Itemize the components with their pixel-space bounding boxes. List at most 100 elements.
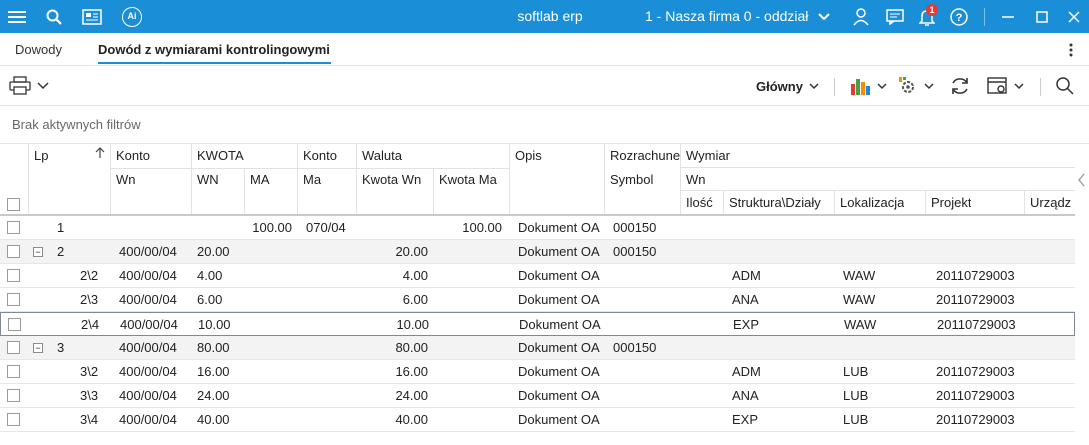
window-gear-icon bbox=[987, 77, 1007, 94]
close-icon[interactable] bbox=[1062, 0, 1086, 33]
cell-opis: Dokument OA bbox=[518, 412, 600, 427]
news-icon[interactable] bbox=[80, 0, 104, 33]
cell-kwota-wn2: 6.00 bbox=[402, 292, 428, 307]
col-header-kwota-wn[interactable]: WN bbox=[197, 172, 219, 187]
col-header-kwota[interactable]: KWOTA bbox=[197, 148, 244, 163]
view-selector[interactable]: Główny bbox=[756, 66, 819, 106]
col-header-kwota-ma2[interactable]: Kwota Ma bbox=[439, 172, 497, 187]
collapse-icon[interactable]: − bbox=[33, 247, 43, 257]
scroll-right-arrow[interactable] bbox=[1075, 144, 1089, 445]
search-icon[interactable] bbox=[42, 0, 66, 33]
title-bar: Ai softlab erp 1 - Nasza firma 0 - oddzi… bbox=[0, 0, 1089, 33]
col-header-urzadzenie[interactable]: Urządz bbox=[1030, 195, 1072, 210]
cell-struktura: ANA bbox=[732, 388, 759, 403]
cell-lp: 2 bbox=[57, 244, 65, 259]
cell-kwota-ma bbox=[246, 240, 292, 264]
col-divider bbox=[925, 190, 926, 214]
col-header-konto-ma[interactable]: Ma bbox=[303, 172, 322, 187]
cell-struktura: EXP bbox=[732, 412, 759, 427]
col-header-wymiar[interactable]: Wymiar bbox=[686, 148, 730, 163]
search-icon bbox=[1056, 77, 1074, 95]
cell-symbol bbox=[614, 313, 680, 337]
col-header-kwota-wn2[interactable]: Kwota Wn bbox=[362, 172, 422, 187]
select-all-checkbox[interactable] bbox=[7, 198, 20, 211]
tab-dowod-wymiary[interactable]: Dowód z wymiarami kontrolingowymi | bbox=[98, 33, 331, 64]
col-header-symbol[interactable]: Symbol bbox=[610, 172, 654, 187]
menu-icon[interactable] bbox=[4, 0, 30, 33]
table-row[interactable]: 3\3 400/00/04 24.00 24.00 Dokument OA ANA LUB 2… bbox=[0, 384, 1075, 408]
table-row[interactable]: 2\3 400/00/04 6.00 6.00 Dokument OA ANA WAW 201… bbox=[0, 288, 1075, 312]
cell-opis: Dokument OA bbox=[518, 268, 600, 283]
row-checkbox[interactable] bbox=[7, 245, 20, 258]
cell-projekt bbox=[936, 240, 1024, 264]
col-header-rozrachunek[interactable]: Rozrachune bbox=[610, 148, 680, 163]
row-checkbox[interactable] bbox=[7, 341, 20, 354]
row-checkbox[interactable] bbox=[7, 389, 20, 402]
table-row[interactable]: 2\4 400/00/04 10.00 10.00 Dokument OA EXP WAW 2… bbox=[0, 312, 1075, 336]
cell-kwota-ma2 bbox=[435, 264, 502, 288]
table-row[interactable]: − 3 400/00/04 80.00 80.00 Dokument OA 000150 bbox=[0, 336, 1075, 360]
col-header-konto[interactable]: Konto bbox=[116, 148, 150, 163]
chart-button[interactable] bbox=[850, 66, 887, 106]
table-row[interactable]: − 2 400/00/04 20.00 20.00 Dokument OA 000150 bbox=[0, 240, 1075, 264]
tab-dowody[interactable]: Dowody bbox=[15, 42, 62, 57]
row-checkbox[interactable] bbox=[8, 318, 21, 331]
col-divider bbox=[1024, 190, 1025, 214]
company-selector[interactable]: 1 - Nasza firma 0 - oddział bbox=[645, 8, 809, 24]
col-divider bbox=[680, 144, 681, 214]
col-header-kwota-ma[interactable]: MA bbox=[250, 172, 270, 187]
sort-ascending-icon[interactable] bbox=[94, 147, 106, 162]
cell-konto-ma: 070/04 bbox=[306, 220, 346, 235]
col-divider bbox=[356, 144, 357, 214]
cell-konto-ma bbox=[306, 336, 356, 360]
refresh-button[interactable] bbox=[949, 66, 971, 106]
row-checkbox[interactable] bbox=[7, 365, 20, 378]
col-header-projekt[interactable]: Projekt bbox=[931, 195, 972, 210]
cell-symbol bbox=[613, 408, 679, 432]
maximize-icon[interactable] bbox=[1030, 0, 1054, 33]
settings-icon bbox=[899, 77, 914, 93]
minimize-icon[interactable] bbox=[996, 0, 1020, 33]
chevron-down-icon bbox=[809, 82, 819, 89]
col-header-lokalizacja[interactable]: Lokalizacja bbox=[840, 195, 905, 210]
row-checkbox[interactable] bbox=[7, 293, 20, 306]
row-checkbox[interactable] bbox=[7, 221, 20, 234]
collapse-icon[interactable]: − bbox=[33, 343, 43, 353]
col-header-waluta[interactable]: Waluta bbox=[362, 148, 402, 163]
data-grid: Lp Konto Wn KWOTA WN MA Konto Ma Waluta … bbox=[0, 144, 1075, 445]
row-checkbox[interactable] bbox=[7, 413, 20, 426]
col-divider bbox=[191, 144, 192, 214]
window-settings-button[interactable] bbox=[987, 66, 1024, 106]
cell-opis: Dokument OA bbox=[518, 340, 600, 355]
table-row[interactable]: 1 100.00 070/04 100.00 Dokument OA 000150 bbox=[0, 216, 1075, 240]
divider bbox=[984, 8, 985, 26]
cell-struktura bbox=[732, 216, 832, 240]
col-header-wymiar-wn[interactable]: Wn bbox=[686, 172, 706, 187]
cell-lokalizacja bbox=[843, 240, 923, 264]
col-header-lp[interactable]: Lp bbox=[34, 148, 49, 163]
col-header-konto-wn[interactable]: Wn bbox=[116, 172, 136, 187]
col-divider bbox=[509, 144, 510, 214]
ai-assistant-icon[interactable]: Ai bbox=[120, 0, 144, 33]
col-header-opis[interactable]: Opis bbox=[515, 148, 542, 163]
col-header-struktura[interactable]: Struktura\Działy bbox=[729, 195, 821, 210]
filter-status: Brak aktywnych filtrów bbox=[0, 106, 1089, 144]
col-header-ilosc[interactable]: Ilość bbox=[686, 195, 713, 210]
more-options-icon[interactable] bbox=[1066, 41, 1076, 59]
search-button[interactable] bbox=[1055, 66, 1075, 106]
cell-kwota-wn: 4.00 bbox=[197, 268, 223, 283]
table-row[interactable]: 2\2 400/00/04 4.00 4.00 Dokument OA ADM WAW 201… bbox=[0, 264, 1075, 288]
settings-button[interactable] bbox=[897, 66, 934, 106]
table-row[interactable]: 3\4 400/00/04 40.00 40.00 Dokument OA EXP LUB 2… bbox=[0, 408, 1075, 432]
chat-icon[interactable] bbox=[884, 0, 906, 33]
cell-konto-wn: 400/00/04 bbox=[119, 364, 177, 379]
user-icon[interactable] bbox=[851, 0, 871, 33]
row-checkbox[interactable] bbox=[7, 269, 20, 282]
table-row[interactable]: 3\2 400/00/04 16.00 16.00 Dokument OA ADM LUB 2… bbox=[0, 360, 1075, 384]
header-divider bbox=[110, 168, 510, 169]
help-icon[interactable]: ? bbox=[948, 0, 970, 33]
chevron-down-icon[interactable] bbox=[814, 0, 834, 33]
print-button[interactable] bbox=[9, 66, 49, 106]
cell-konto-wn: 400/00/04 bbox=[119, 244, 177, 259]
col-header-konto2[interactable]: Konto bbox=[303, 148, 337, 163]
